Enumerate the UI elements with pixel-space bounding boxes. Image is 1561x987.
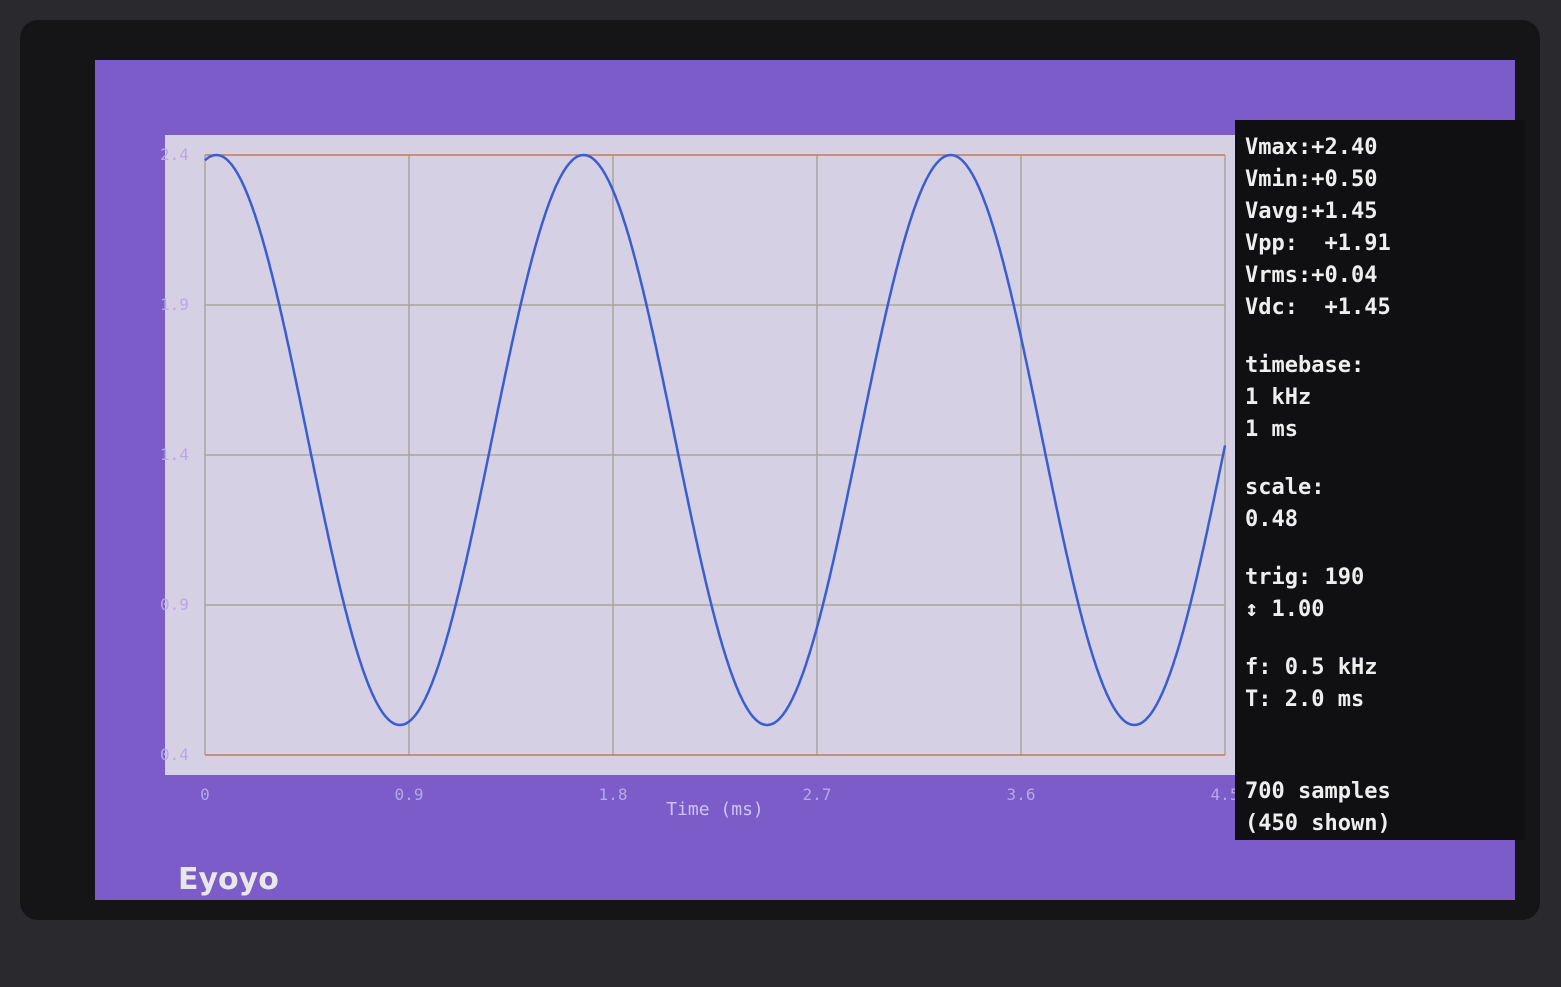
frequency-readout: f: 0.5 kHz — [1245, 655, 1378, 680]
trigger-readout: trig: 190 — [1245, 565, 1365, 590]
x-tick-label: 0.9 — [395, 785, 424, 804]
measurement-panel: Vmax:+2.40 Vmin:+0.50 Vavg:+1.45 Vpp: +1… — [1235, 120, 1525, 840]
vpp-readout: Vpp: +1.91 — [1245, 231, 1391, 256]
scale-label: scale: — [1245, 475, 1325, 500]
x-axis-label: Time (ms) — [666, 799, 764, 820]
waveform-trace — [204, 153, 1227, 727]
scale-value: 0.48 — [1245, 507, 1298, 532]
vmin-readout: Vmin:+0.50 — [1245, 167, 1378, 192]
x-tick-label: 1.8 — [599, 785, 628, 804]
vrms-readout: Vrms:+0.04 — [1245, 263, 1378, 288]
plot-area — [165, 135, 1245, 775]
x-tick-label: 3.6 — [1007, 785, 1036, 804]
trigger-level: ↕ 1.00 — [1245, 597, 1325, 622]
vavg-readout: Vavg:+1.45 — [1245, 199, 1378, 224]
period-readout: T: 2.0 ms — [1245, 687, 1365, 712]
oscilloscope-screen: 0 0.9 1.8 2.7 3.6 4.5 2.4 1.9 1.4 0.9 0.4 Time (ms)… — [95, 60, 1525, 900]
monitor-bezel: 0 0.9 1.8 2.7 3.6 4.5 2.4 1.9 1.4 0.9 0.4 Time (ms)… — [20, 20, 1540, 920]
x-tick-label: 2.7 — [803, 785, 832, 804]
brand-logo: Eyoyo — [178, 862, 279, 897]
timebase-label: timebase: — [1245, 353, 1365, 378]
waveform-chart — [204, 153, 1227, 756]
samples-shown: (450 shown) — [1245, 811, 1391, 836]
vdc-readout: Vdc: +1.45 — [1245, 295, 1391, 320]
vmax-readout: Vmax:+2.40 — [1245, 135, 1378, 160]
x-tick-label: 0 — [200, 785, 210, 804]
samples-count: 700 samples — [1245, 779, 1391, 804]
timebase-time: 1 ms — [1245, 417, 1298, 442]
timebase-frequency: 1 kHz — [1245, 385, 1312, 410]
